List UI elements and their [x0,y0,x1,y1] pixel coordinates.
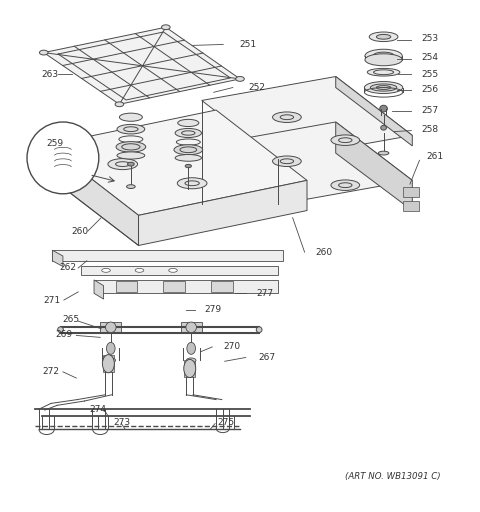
Ellipse shape [187,343,195,354]
Ellipse shape [371,84,397,91]
Ellipse shape [184,359,196,377]
Ellipse shape [331,135,360,145]
Polygon shape [163,282,185,292]
Polygon shape [103,355,114,372]
Ellipse shape [135,268,144,272]
Ellipse shape [256,327,262,333]
Ellipse shape [365,49,402,62]
Ellipse shape [376,34,391,39]
Polygon shape [403,201,420,211]
Text: 274: 274 [89,404,106,414]
Polygon shape [202,122,412,204]
Ellipse shape [39,50,48,55]
Text: 260: 260 [72,227,89,236]
Ellipse shape [102,355,114,373]
Text: 270: 270 [223,343,240,351]
Ellipse shape [364,81,403,94]
Text: 263: 263 [41,70,59,79]
Polygon shape [202,76,412,159]
Ellipse shape [380,105,387,112]
Ellipse shape [369,32,398,41]
Ellipse shape [106,322,116,333]
Text: 261: 261 [427,152,444,161]
Polygon shape [336,122,412,210]
Text: 256: 256 [421,85,438,94]
Ellipse shape [367,69,400,76]
Ellipse shape [236,76,244,81]
Ellipse shape [108,159,138,169]
Ellipse shape [273,112,301,122]
Ellipse shape [186,358,196,362]
Text: 271: 271 [44,295,61,305]
Polygon shape [336,76,412,146]
Text: 252: 252 [249,83,265,92]
Ellipse shape [115,102,124,106]
Ellipse shape [378,151,389,155]
Text: 253: 253 [421,34,438,42]
Polygon shape [94,280,278,293]
Text: 265: 265 [62,315,79,324]
Ellipse shape [128,162,134,166]
Ellipse shape [174,145,203,155]
Ellipse shape [58,327,63,333]
Ellipse shape [127,185,135,188]
Polygon shape [48,145,139,245]
Polygon shape [52,250,63,267]
Polygon shape [116,282,137,292]
Ellipse shape [381,125,386,130]
Polygon shape [403,186,420,197]
Ellipse shape [175,129,202,138]
Polygon shape [100,322,121,333]
Text: 267: 267 [258,353,276,362]
Polygon shape [44,27,240,104]
Ellipse shape [365,54,402,66]
Ellipse shape [273,156,301,166]
Polygon shape [81,266,278,275]
Polygon shape [184,360,195,377]
Ellipse shape [102,268,110,272]
Polygon shape [48,110,307,216]
Ellipse shape [177,178,207,189]
Text: 260: 260 [316,248,333,257]
Text: 255: 255 [421,70,438,79]
Ellipse shape [168,268,177,272]
Ellipse shape [116,142,146,152]
Text: (ART NO. WB13091 C): (ART NO. WB13091 C) [345,472,441,481]
Ellipse shape [373,52,395,60]
Text: 275: 275 [217,418,234,427]
Polygon shape [139,180,307,245]
Polygon shape [180,322,202,333]
Text: 258: 258 [421,124,438,134]
Text: 257: 257 [421,106,438,115]
Ellipse shape [120,113,143,121]
Ellipse shape [106,358,116,362]
Text: 269: 269 [56,330,73,339]
Ellipse shape [185,164,192,168]
Text: 277: 277 [257,289,274,298]
Text: 262: 262 [59,264,76,272]
Circle shape [27,122,99,194]
Polygon shape [94,280,104,299]
Ellipse shape [186,322,196,333]
Ellipse shape [117,124,145,134]
Text: 259: 259 [46,139,63,148]
Text: 254: 254 [421,53,438,62]
Text: 279: 279 [204,305,221,314]
Ellipse shape [161,25,170,30]
Ellipse shape [331,180,360,190]
Text: 251: 251 [239,40,256,49]
Ellipse shape [178,119,199,126]
Ellipse shape [175,155,202,161]
Ellipse shape [117,152,145,159]
Text: 272: 272 [43,367,60,376]
Polygon shape [211,282,233,292]
Text: 273: 273 [113,418,130,427]
Ellipse shape [107,343,115,354]
Polygon shape [52,250,283,261]
